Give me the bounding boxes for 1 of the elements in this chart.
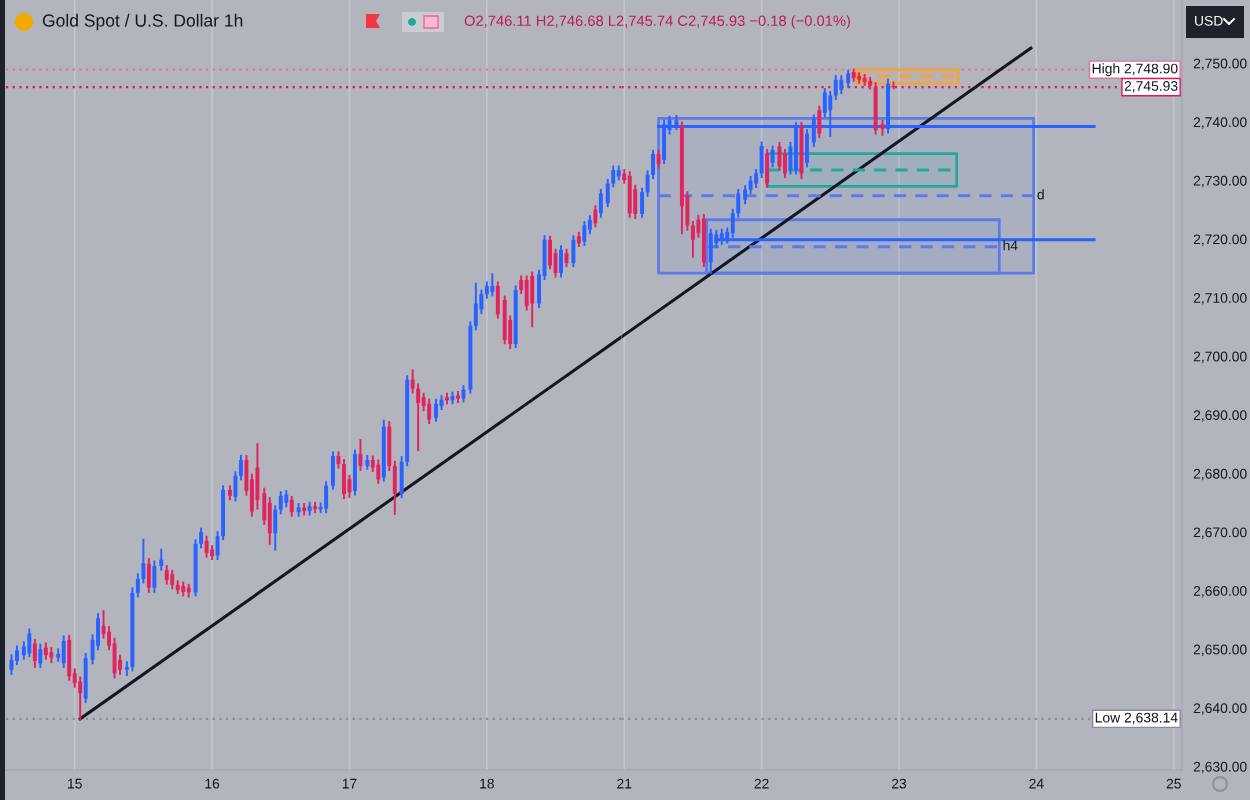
- text: Gold Spot / U.S. Dollar 1h: [42, 13, 243, 31]
